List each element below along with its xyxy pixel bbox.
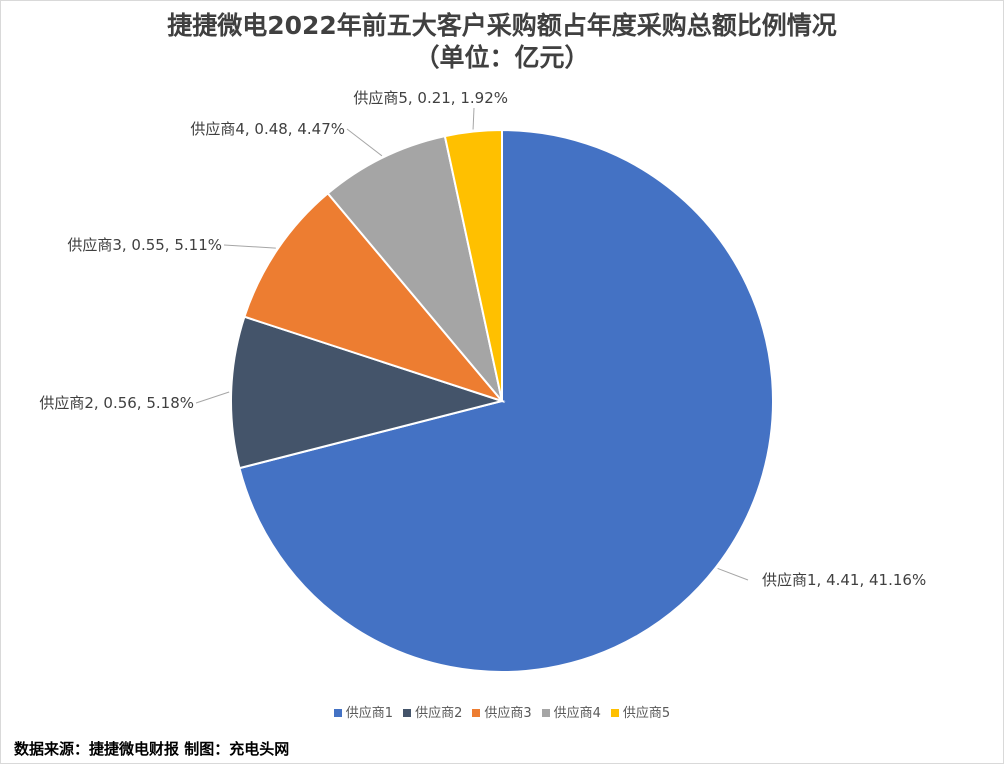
pie-slice-1 [238, 128, 774, 673]
legend-swatch-1 [333, 708, 342, 717]
leader-line-3 [223, 244, 276, 249]
pie-slice-2 [230, 315, 506, 470]
legend-item-3: 供应商3 [472, 702, 532, 721]
legend-label-5: 供应商5 [622, 706, 671, 721]
data-label-5: 供应商5, 0.21, 1.92% [353, 89, 508, 107]
chart-title: 捷捷微电2022年前五大客户采购额占年度采购总额比例情况 [167, 11, 837, 40]
leader-line-1 [717, 567, 749, 581]
legend-item-4: 供应商4 [541, 702, 601, 721]
legend-swatch-5 [610, 708, 619, 717]
legend-label-1: 供应商1 [345, 706, 394, 721]
data-label-4: 供应商4, 0.48, 4.47% [190, 120, 345, 138]
legend-item-5: 供应商5 [610, 702, 671, 721]
chart-subtitle: （单位：亿元） [414, 43, 590, 72]
legend-swatch-2 [403, 708, 412, 717]
legend-item-1: 供应商1 [333, 702, 394, 721]
leader-line-5 [472, 107, 475, 130]
data-label-2: 供应商2, 0.56, 5.18% [39, 394, 194, 412]
data-label-3: 供应商3, 0.55, 5.11% [67, 236, 222, 254]
legend-swatch-4 [541, 708, 550, 717]
data-label-1: 供应商1, 4.41, 41.16% [762, 571, 926, 589]
legend-label-3: 供应商3 [484, 706, 532, 721]
source-footer: 数据来源：捷捷微电财报 制图：充电头网 [14, 740, 290, 758]
pie-slice-3 [243, 191, 506, 404]
leader-line-2 [195, 391, 230, 404]
legend-item-2: 供应商2 [403, 702, 462, 721]
legend-label-4: 供应商4 [553, 706, 601, 721]
leader-line-4 [346, 128, 383, 157]
legend-label-2: 供应商2 [415, 706, 463, 721]
pie-slice-5 [443, 128, 503, 402]
chart-legend: 供应商1 供应商2 供应商3 供应商4 供应商5 [0, 702, 1004, 721]
legend-swatch-3 [472, 708, 481, 717]
